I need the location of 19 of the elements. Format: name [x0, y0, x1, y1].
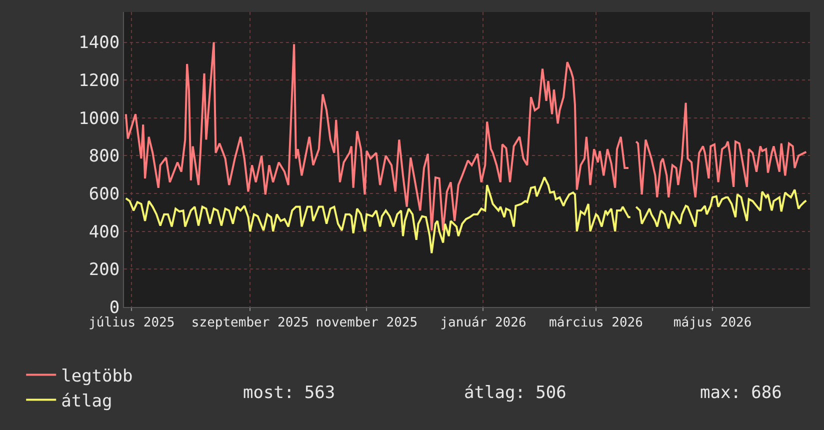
x-tick-label: szeptember 2025 — [191, 316, 309, 331]
y-tick-label: 0 — [109, 298, 120, 318]
x-tick-label: március 2026 — [549, 316, 643, 331]
y-tick-label: 600 — [88, 184, 120, 204]
x-tick-label: május 2026 — [673, 316, 752, 331]
x-tick-label: január 2026 — [440, 316, 526, 331]
y-tick-label: 1400 — [78, 33, 120, 54]
y-tick-label: 800 — [88, 146, 120, 167]
y-tick-label: 1000 — [78, 108, 120, 129]
text: most: 563 — [243, 383, 336, 403]
legend-label: legtöbb — [61, 366, 133, 386]
y-tick-label: 200 — [88, 260, 120, 280]
y-tick-label: 400 — [88, 222, 120, 242]
text: átlag: 506 — [464, 383, 566, 403]
legend-label: átlag — [61, 391, 112, 412]
y-tick-label: 1200 — [78, 71, 120, 92]
text: max: 686 — [700, 383, 782, 403]
x-tick-label: július 2025 — [88, 316, 175, 331]
x-tick-label: november 2025 — [316, 316, 418, 331]
